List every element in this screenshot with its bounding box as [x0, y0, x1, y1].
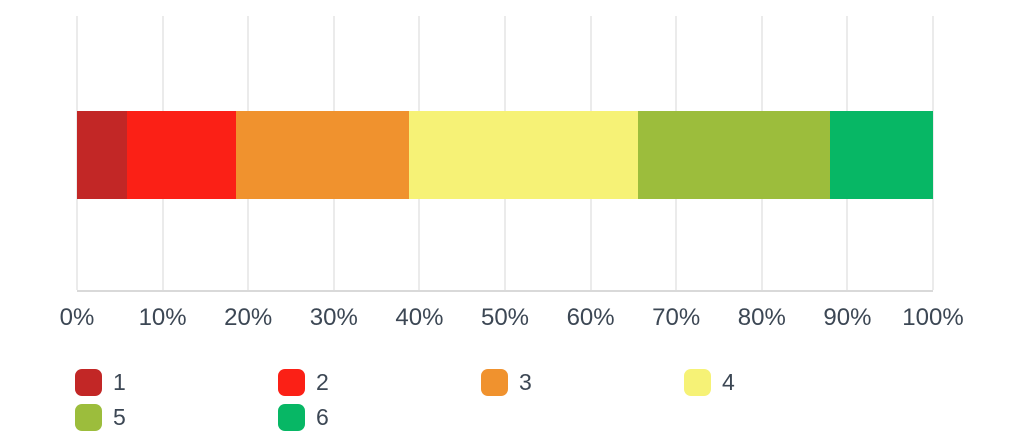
bar-segment-4[interactable] — [409, 111, 638, 199]
plot-area — [76, 16, 934, 292]
legend-item-1[interactable]: 1 — [75, 368, 278, 396]
legend-item-2[interactable]: 2 — [278, 368, 481, 396]
legend-label-5: 5 — [113, 404, 126, 430]
legend-swatch-2 — [278, 368, 305, 396]
x-tick-label-30%: 30% — [309, 304, 358, 331]
legend-swatch-3 — [481, 368, 508, 396]
legend-label-6: 6 — [316, 404, 329, 430]
legend-swatch-4 — [684, 368, 711, 396]
bar-segment-6[interactable] — [830, 111, 933, 199]
legend-label-3: 3 — [519, 369, 532, 395]
x-tick-label-40%: 40% — [395, 304, 444, 331]
x-tick-label-0%: 0% — [59, 304, 95, 331]
legend-label-4: 4 — [722, 369, 735, 395]
legend-item-6[interactable]: 6 — [278, 403, 481, 431]
x-axis: 0% 10% 20% 30% 40% 50% 60% 70% 80% 90% 100% — [60, 303, 964, 333]
bar-segment-3[interactable] — [236, 111, 410, 199]
legend-label-1: 1 — [113, 369, 126, 395]
x-tick-label-80%: 80% — [737, 304, 786, 331]
legend: 1 2 3 4 5 6 — [75, 368, 887, 431]
legend-swatch-6 — [278, 403, 305, 431]
bar-segment-2[interactable] — [126, 111, 237, 199]
legend-item-4[interactable]: 4 — [684, 368, 887, 396]
legend-swatch-5 — [75, 403, 102, 431]
bar-segment-5[interactable] — [637, 111, 831, 199]
stacked-bar — [77, 111, 933, 199]
x-tick-label-100%: 100% — [902, 304, 964, 331]
gridline-100% — [932, 16, 934, 290]
x-tick-label-50%: 50% — [480, 304, 530, 331]
x-tick-label-10%: 10% — [138, 304, 187, 331]
bar-segment-1[interactable] — [77, 111, 127, 199]
x-tick-label-60%: 60% — [566, 304, 615, 331]
x-tick-label-70%: 70% — [652, 304, 701, 331]
legend-item-5[interactable]: 5 — [75, 403, 278, 431]
legend-label-2: 2 — [316, 369, 329, 395]
x-tick-label-20%: 20% — [224, 304, 273, 331]
legend-item-3[interactable]: 3 — [481, 368, 684, 396]
legend-swatch-1 — [75, 368, 102, 396]
x-tick-label-90%: 90% — [823, 304, 872, 331]
